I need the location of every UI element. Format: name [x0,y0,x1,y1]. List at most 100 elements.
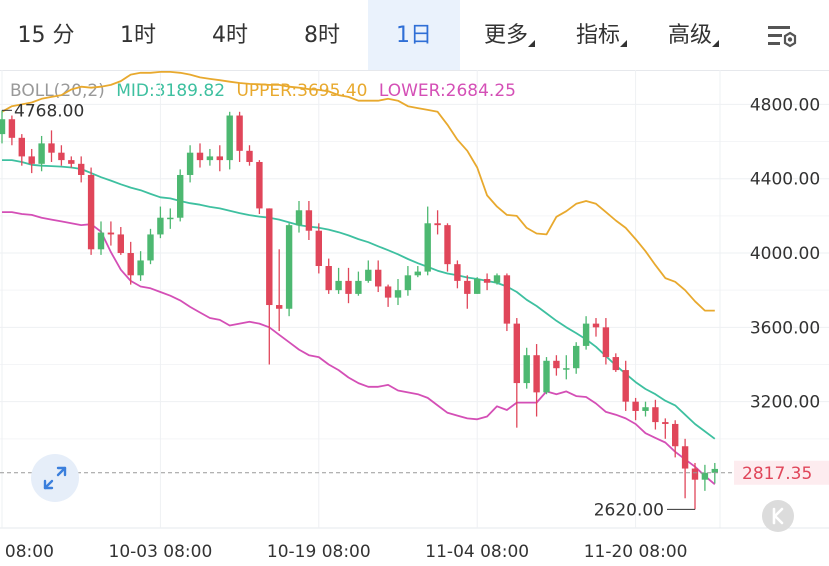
candle-body [305,210,313,231]
candle-body [493,275,501,283]
tab-label: 4时 [212,23,248,48]
candle-body [68,160,75,164]
tab-advanced[interactable]: 高级 [644,0,736,70]
x-tick-label: 11-20 08:00 [584,542,688,562]
y-tick-label: 3600.00 [750,318,820,338]
chart-labels: 4800.00 4400.00 4000.00 3600.00 3200.00 09-17… [0,95,829,562]
candle-body [632,401,639,411]
candle-body [602,327,610,358]
last-price-label: 2817.35 [742,464,812,484]
boll-mid-value: MID:3189.82 [116,81,226,101]
candle-body [681,446,689,469]
tab-label: 1时 [120,23,156,48]
candle-body [454,264,461,281]
candle-body [642,407,649,411]
candle-body [236,115,243,151]
timeframe-tabs: 15 分 1时 4时 8时 1日 更多 指标 高级 [0,0,829,71]
candle-body [157,217,164,235]
candle-body [345,280,352,294]
candle-body [523,355,530,384]
tab-label: 高级 [667,23,712,48]
candle-body [216,156,223,161]
x-tick-label: 10-19 08:00 [267,542,371,562]
candle-body [177,174,184,218]
x-tick-label: 11-04 08:00 [425,542,529,562]
tab-15-min[interactable]: 15 分 [0,0,92,70]
candle-body [107,232,115,235]
candle-body [206,156,214,161]
candle-body [325,266,332,291]
boll-upper-line [1,71,715,312]
candle-body [196,152,204,161]
candles [0,110,718,510]
last-price-badge [734,460,829,485]
max-price-label: 4768.00 [14,101,84,121]
chart-settings-icon[interactable] [766,22,798,50]
boll-mid-line [2,159,716,440]
y-tick-label: 3200.00 [750,393,820,413]
fullscreen-button[interactable] [31,454,79,502]
candle-body [553,360,560,369]
candle-body [414,271,421,276]
candle-body [38,143,45,164]
dropdown-caret-icon [712,40,719,47]
tab-4-hour[interactable]: 4时 [184,0,276,70]
candle-body [0,119,6,135]
tab-label: 8时 [304,23,340,48]
candle-body [434,223,441,226]
candle-body [186,152,194,175]
candle-body [543,360,550,393]
candle-body [483,279,491,283]
candle-body [58,152,65,161]
candle-body [513,323,520,384]
dropdown-caret-icon [620,40,627,47]
tab-indicators[interactable]: 指标 [552,0,644,70]
candle-body [701,472,709,480]
candle-body [8,119,16,138]
candle-body [582,323,590,346]
tab-label: 15 分 [17,23,75,48]
candle-body [404,275,412,291]
candle-body [622,370,629,402]
boll-upper-value: UPPER:3695.40 [236,81,368,101]
candle-body [167,217,174,220]
kline-toggle-button[interactable] [762,500,794,532]
candle-body [394,290,402,298]
tab-1-day[interactable]: 1日 [368,0,460,70]
tab-label: 1日 [396,23,432,48]
candle-body [563,368,570,370]
candle-body [295,210,303,226]
candle-body [18,137,25,157]
candle-body [28,156,35,164]
tab-1-hour[interactable]: 1时 [92,0,184,70]
tab-label: 指标 [575,23,620,48]
candle-body [384,286,392,298]
expand-arrows-icon [43,466,67,490]
boll-lower-value: LOWER:2684.25 [378,81,516,101]
x-tick-label: 09-17 08:00 [0,542,54,562]
tab-8-hour[interactable]: 8时 [276,0,368,70]
candle-body [285,225,293,309]
candle-body [444,225,451,265]
candle-body [533,355,540,393]
tab-label: 更多 [483,23,528,48]
boll-bands [1,71,716,485]
candle-body [147,234,154,261]
candle-body [355,280,362,294]
candle-body [246,150,253,162]
candle-body [474,279,481,294]
candle-body [226,115,233,161]
candle-body [424,223,431,272]
chart-grid [0,70,829,529]
candle-body [117,234,124,254]
y-tick-label: 4400.00 [750,170,820,190]
candle-body [503,275,511,324]
candle-body [256,161,263,209]
candle-body [711,468,718,473]
candle-body [375,269,382,287]
candle-body [573,345,580,369]
candle-body [276,305,283,309]
candlestick-chart[interactable]: 4800.00 4400.00 4000.00 3600.00 3200.00 09-17… [0,70,829,566]
tab-more[interactable]: 更多 [460,0,552,70]
x-tick-label: 10-03 08:00 [109,542,213,562]
